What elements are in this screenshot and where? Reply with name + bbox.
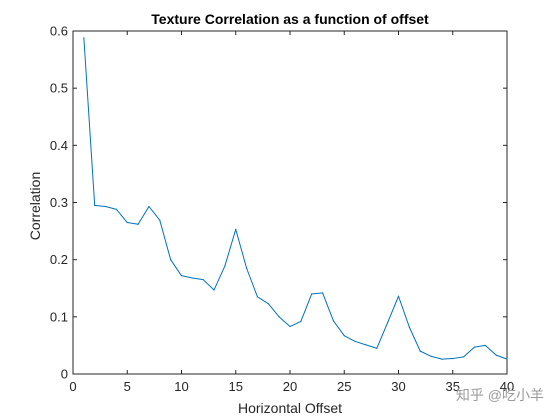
data-point (170, 259, 172, 261)
chart-title: Texture Correlation as a function of off… (151, 11, 429, 27)
data-point (83, 37, 85, 39)
x-tick-label: 20 (283, 379, 297, 394)
data-point (148, 205, 150, 208)
x-tick-label: 35 (446, 379, 460, 394)
y-tick-label: 0.5 (50, 81, 68, 96)
data-point (300, 320, 302, 323)
x-tick-label: 30 (391, 379, 405, 394)
plot-box (72, 30, 508, 375)
y-tick-label: 0 (61, 367, 68, 382)
data-point (126, 221, 128, 224)
data-point (473, 346, 476, 348)
x-tick-label: 0 (69, 379, 76, 394)
data-point (430, 355, 432, 357)
data-point (202, 279, 204, 281)
data-point (365, 344, 367, 346)
data-point (419, 350, 421, 352)
data-point (408, 326, 410, 328)
data-point (289, 325, 291, 328)
series-group (83, 37, 508, 360)
data-point (376, 347, 378, 349)
data-point (213, 289, 215, 291)
data-point (180, 275, 183, 277)
x-tick-label: 15 (229, 379, 243, 394)
y-tick-label: 0.4 (50, 138, 68, 153)
axes: 0 5 10 15 20 25 30 35 40 0 0.1 0.2 0.3 0.4 0.5 0.6 (50, 24, 514, 395)
x-tick-label: 40 (500, 379, 514, 394)
data-point (278, 316, 280, 318)
data-point (311, 293, 313, 295)
x-tick-label: 25 (337, 379, 351, 394)
data-point (452, 357, 454, 360)
data-point (159, 219, 161, 221)
data-point (506, 358, 508, 360)
data-point (463, 356, 465, 358)
data-point (256, 296, 259, 298)
data-point (246, 267, 248, 269)
y-tick-label: 0.1 (50, 309, 68, 324)
y-tick-label: 0.2 (50, 252, 68, 267)
data-point (115, 208, 117, 210)
watermark-text: 知乎 @吃小羊 (456, 387, 544, 403)
data-point (495, 354, 497, 356)
data-point (441, 358, 443, 360)
data-point (321, 292, 324, 294)
data-point (267, 303, 269, 305)
data-point (224, 265, 226, 267)
data-point (104, 205, 107, 208)
x-axis-label: Horizontal Offset (238, 400, 342, 416)
x-tick-label: 10 (174, 379, 188, 394)
y-axis-label: Correlation (27, 172, 43, 240)
y-tick-label: 0.3 (50, 195, 68, 210)
data-point (137, 223, 139, 225)
data-point (354, 340, 356, 343)
data-point (397, 295, 400, 297)
y-tick-label: 0.6 (50, 24, 68, 39)
data-point (191, 277, 193, 279)
data-point (235, 228, 237, 230)
data-point (484, 344, 486, 347)
data-point (332, 320, 334, 322)
data-point (94, 204, 96, 206)
data-point (343, 335, 345, 337)
series-line-0 (83, 37, 508, 360)
data-point (387, 321, 389, 324)
x-tick-label: 5 (124, 379, 131, 394)
